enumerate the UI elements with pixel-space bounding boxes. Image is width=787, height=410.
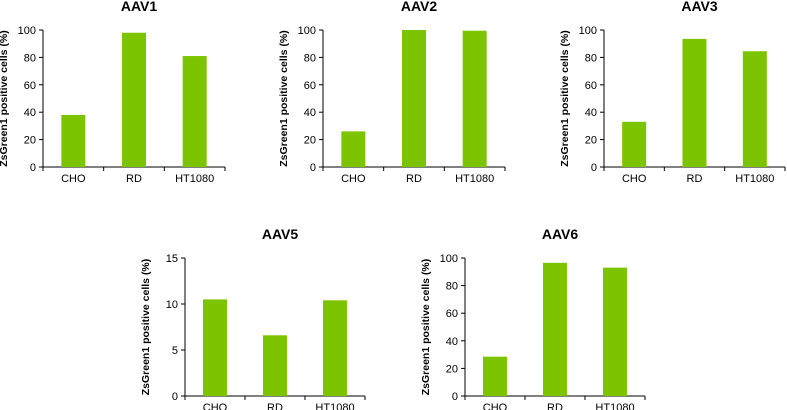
y-tick-label: 20 — [585, 135, 597, 147]
y-axis-label: ZsGreen1 positive cells (%) — [140, 259, 152, 396]
y-tick-label: 0 — [591, 162, 597, 174]
y-tick-label: 100 — [298, 25, 316, 37]
y-tick-label: 10 — [166, 299, 178, 311]
bar-rd — [682, 38, 707, 167]
y-tick-label: 60 — [24, 80, 36, 92]
y-tick-label: 40 — [304, 107, 316, 119]
bar-ht1080 — [323, 300, 347, 396]
y-tick-label: 100 — [18, 25, 36, 37]
y-tick-label: 80 — [24, 52, 36, 64]
bar-rd — [402, 30, 426, 167]
y-tick-label: 80 — [585, 52, 597, 64]
bar-cho — [341, 131, 366, 167]
y-tick-label: 5 — [172, 345, 178, 357]
bar-cho — [622, 121, 647, 167]
y-tick-label: 15 — [166, 253, 178, 265]
x-tick-label: CHO — [203, 402, 228, 410]
y-axis-label: ZsGreen1 positive cells (%) — [278, 30, 290, 167]
bar-rd — [543, 262, 567, 396]
x-tick-label: HT1080 — [175, 173, 214, 185]
chart-aav3: AAV3 ZsGreen1 positive cells (%) 0 20 40 60 80… — [559, 0, 786, 185]
chart-title: AAV6 — [542, 226, 579, 242]
bar-cho — [61, 114, 86, 167]
y-tick-label: 60 — [304, 80, 316, 92]
chart-aav2: AAV2 ZsGreen1 positive cells (%) 0 20 40 60 80… — [278, 0, 506, 185]
y-tick-label: 100 — [579, 25, 597, 37]
y-axis-label: ZsGreen1 positive cells (%) — [420, 259, 432, 396]
y-tick-label: 80 — [304, 52, 316, 64]
chart-title: AAV5 — [262, 226, 299, 242]
chart-title: AAV2 — [401, 0, 438, 14]
x-tick-label: RD — [687, 173, 703, 185]
chart-title: AAV1 — [121, 0, 158, 14]
y-tick-label: 0 — [172, 391, 178, 403]
y-tick-label: 20 — [446, 363, 458, 375]
y-tick-label: 40 — [24, 107, 36, 119]
y-tick-label: 60 — [585, 80, 597, 92]
y-tick-label: 0 — [310, 162, 316, 174]
x-tick-label: CHO — [341, 173, 366, 185]
x-tick-label: HT1080 — [595, 402, 634, 410]
bar-cho — [203, 299, 227, 396]
y-tick-label: 80 — [446, 281, 458, 293]
chart-title: AAV3 — [681, 0, 718, 14]
bar-rd — [122, 32, 146, 167]
x-tick-label: CHO — [483, 402, 508, 410]
bar-rd — [263, 335, 287, 396]
bar-ht1080 — [462, 30, 487, 168]
x-tick-label: HT1080 — [315, 402, 354, 410]
bar-ht1080 — [603, 267, 627, 396]
chart-aav6: AAV6 ZsGreen1 positive cells (%) 0 20 40 60 80… — [420, 226, 646, 410]
y-tick-label: 60 — [446, 308, 458, 320]
x-tick-label: RD — [547, 402, 563, 410]
bar-ht1080 — [182, 56, 207, 167]
y-tick-label: 20 — [24, 135, 36, 147]
x-tick-label: HT1080 — [455, 173, 494, 185]
x-tick-label: RD — [267, 402, 283, 410]
x-tick-label: RD — [406, 173, 422, 185]
y-tick-label: 20 — [304, 135, 316, 147]
y-tick-label: 40 — [585, 107, 597, 119]
y-tick-label: 0 — [452, 391, 458, 403]
y-tick-label: 100 — [440, 253, 458, 265]
bar-ht1080 — [742, 51, 767, 167]
x-tick-label: CHO — [61, 173, 86, 185]
y-axis-label: ZsGreen1 positive cells (%) — [559, 30, 571, 167]
bar-cho — [483, 356, 507, 396]
x-tick-label: RD — [126, 173, 142, 185]
chart-aav1: AAV1 ZsGreen1 positive cells (%) 0 20 40 60 80… — [0, 0, 226, 185]
x-tick-label: HT1080 — [735, 173, 774, 185]
y-tick-label: 40 — [446, 336, 458, 348]
x-tick-label: CHO — [622, 173, 647, 185]
y-axis-label: ZsGreen1 positive cells (%) — [0, 30, 10, 167]
y-tick-label: 0 — [30, 162, 36, 174]
chart-aav5: AAV5 ZsGreen1 positive cells (%) 0 5 10 15 CHO… — [140, 226, 366, 410]
